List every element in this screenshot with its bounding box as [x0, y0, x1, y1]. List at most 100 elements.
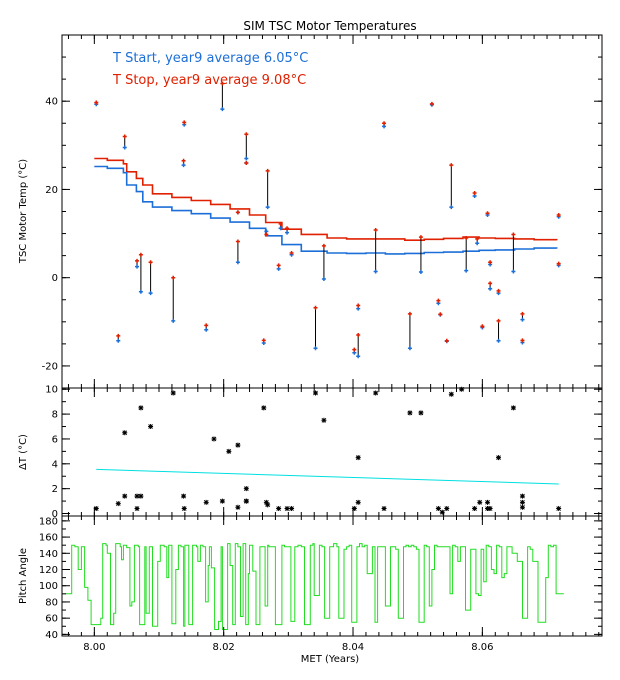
- legend-stop: T Stop, year9 average 9.08°C: [112, 73, 306, 88]
- delta-point: [276, 506, 282, 512]
- delta-point: [122, 493, 128, 499]
- delta-point: [519, 493, 525, 499]
- delta-tick-label: 6: [52, 434, 58, 445]
- x-tick-label: 8.00: [83, 642, 105, 653]
- stop-point: [261, 338, 266, 343]
- start-point: [449, 205, 454, 210]
- start-point: [204, 327, 209, 332]
- delta-point: [243, 486, 249, 492]
- delta-point: [448, 391, 454, 397]
- stop-point: [171, 275, 176, 280]
- start-point: [464, 268, 469, 273]
- pitch-tick-label: 100: [39, 581, 58, 592]
- stop-point: [148, 260, 153, 265]
- temp-axis-title: TSC Motor Temp (°C): [18, 159, 29, 264]
- delta-panel: [93, 386, 562, 515]
- stop-point: [278, 221, 283, 226]
- delta-point: [235, 504, 241, 510]
- delta-point: [235, 442, 241, 448]
- stop-point: [418, 235, 423, 240]
- stop-point: [429, 101, 434, 106]
- chart-title: SIM TSC Motor Temperatures: [243, 19, 416, 33]
- stop-point: [444, 338, 449, 343]
- start-point: [418, 269, 423, 274]
- stop-point: [556, 261, 561, 266]
- delta-point: [219, 498, 225, 504]
- delta-point: [485, 506, 491, 512]
- start-point: [373, 269, 378, 274]
- stop-point: [520, 338, 525, 343]
- temp-tick-label: 40: [45, 97, 58, 108]
- x-axis-title: MET (Years): [301, 654, 360, 665]
- stop-point: [496, 288, 501, 293]
- x-tick-label: 8.04: [342, 642, 364, 653]
- start-point: [313, 346, 318, 351]
- pitch-tick-label: 160: [39, 533, 58, 544]
- start-point: [116, 338, 121, 343]
- delta-point: [289, 506, 295, 512]
- start-point: [276, 266, 281, 271]
- delta-point: [170, 390, 176, 396]
- start-point: [122, 145, 127, 150]
- delta-point: [351, 506, 357, 512]
- delta-point: [261, 405, 267, 411]
- delta-point: [148, 424, 154, 430]
- delta-point: [355, 455, 361, 461]
- delta-point: [510, 405, 516, 411]
- delta-point: [439, 509, 445, 515]
- delta-tick-label: 10: [45, 385, 58, 396]
- start-point: [138, 289, 143, 294]
- delta-point: [373, 390, 379, 396]
- stop-average-line: [94, 157, 558, 241]
- delta-tick-label: 2: [52, 484, 58, 495]
- stop-point: [289, 250, 294, 255]
- delta-point: [243, 498, 249, 504]
- delta-point: [496, 455, 502, 461]
- start-point: [511, 269, 516, 274]
- pitch-axis-title: Pitch Angle: [18, 548, 29, 604]
- x-tick-label: 8.06: [471, 642, 493, 653]
- temp-tick-label: -20: [42, 361, 58, 372]
- pitch-tick-label: 140: [39, 549, 58, 560]
- pitch-tick-label: 40: [45, 630, 58, 641]
- delta-point: [181, 493, 187, 499]
- delta-point: [459, 386, 465, 392]
- stop-point: [182, 120, 187, 125]
- stop-point: [352, 347, 357, 352]
- start-point: [488, 286, 493, 291]
- delta-trend-line: [96, 468, 559, 485]
- start-point: [220, 107, 225, 112]
- stop-point: [181, 158, 186, 163]
- stop-point: [436, 298, 441, 303]
- stop-point: [496, 318, 501, 323]
- delta-point: [115, 501, 121, 507]
- stop-point: [220, 81, 225, 86]
- temp-tick-label: 20: [45, 185, 58, 196]
- stop-point: [472, 190, 477, 195]
- stop-point: [464, 235, 469, 240]
- x-tick-label: 8.02: [213, 642, 235, 653]
- stop-point: [449, 163, 454, 168]
- stop-point: [321, 243, 326, 248]
- stop-point: [276, 263, 281, 268]
- delta-tick-label: 0: [52, 509, 58, 520]
- start-point: [356, 354, 361, 359]
- stop-point: [485, 211, 490, 216]
- stop-point: [438, 312, 443, 317]
- stop-point: [488, 281, 493, 286]
- stop-point: [135, 258, 140, 263]
- pitch-panel-frame: [61, 515, 603, 637]
- start-point: [285, 230, 290, 235]
- delta-point: [477, 499, 483, 505]
- delta-point: [407, 410, 413, 416]
- stop-point: [356, 303, 361, 308]
- delta-point: [134, 493, 140, 499]
- stop-point: [94, 100, 99, 105]
- start-point: [496, 338, 501, 343]
- start-average-line: [94, 165, 558, 255]
- temp-tick-label: 0: [52, 273, 58, 284]
- start-point: [520, 317, 525, 322]
- delta-point: [313, 390, 319, 396]
- pitch-angle-line: [65, 543, 564, 630]
